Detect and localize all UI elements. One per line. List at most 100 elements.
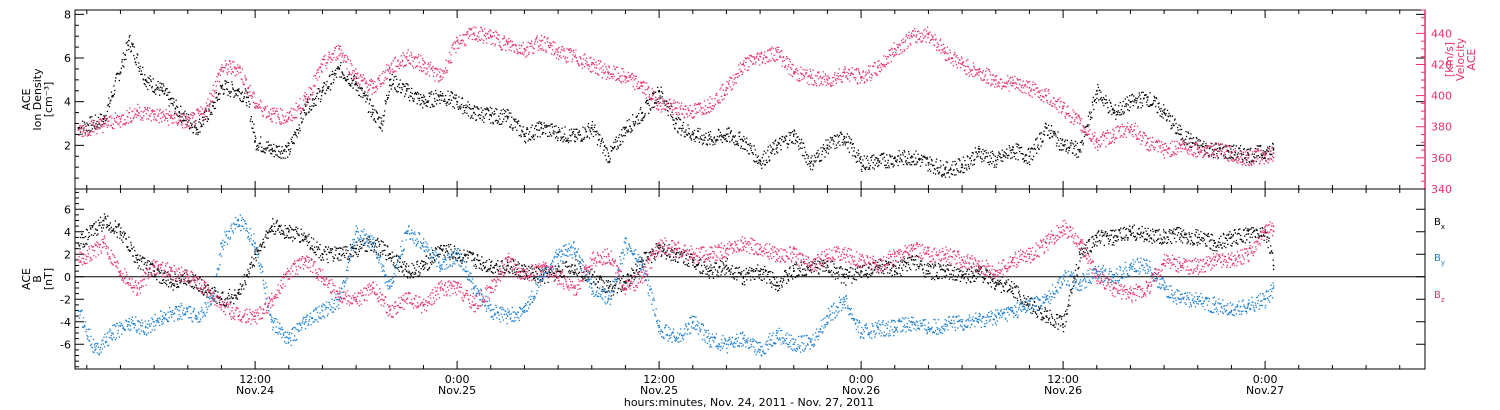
data-point bbox=[523, 48, 526, 50]
data-point bbox=[405, 89, 408, 92]
data-point bbox=[910, 155, 913, 158]
data-point bbox=[304, 236, 307, 239]
data-point bbox=[910, 247, 913, 250]
data-point bbox=[944, 51, 947, 53]
data-point bbox=[1095, 270, 1098, 272]
y-axis-title-line: Ion Density bbox=[31, 68, 44, 131]
data-point bbox=[978, 151, 980, 153]
data-point bbox=[759, 349, 761, 351]
data-point bbox=[792, 253, 795, 256]
data-point bbox=[119, 118, 122, 120]
data-point bbox=[557, 270, 559, 272]
data-point bbox=[826, 253, 829, 256]
data-point bbox=[338, 292, 341, 295]
x-tick-label-date: Nov.26 bbox=[1044, 384, 1082, 397]
data-point bbox=[237, 66, 240, 69]
data-point bbox=[826, 144, 829, 147]
data-point bbox=[675, 122, 677, 125]
data-point bbox=[809, 76, 812, 78]
data-point bbox=[489, 35, 492, 38]
data-point bbox=[927, 326, 930, 329]
data-point bbox=[691, 110, 694, 112]
data-point bbox=[136, 287, 139, 289]
data-point bbox=[321, 89, 324, 92]
data-point bbox=[574, 55, 576, 58]
data-point bbox=[388, 79, 391, 81]
data-point bbox=[489, 113, 492, 116]
data-point bbox=[860, 76, 862, 78]
data-point bbox=[826, 79, 829, 81]
data-point bbox=[860, 259, 862, 261]
data-point bbox=[574, 264, 576, 267]
data-point bbox=[691, 133, 694, 136]
data-point bbox=[725, 133, 728, 136]
data-point bbox=[809, 264, 812, 267]
data-point bbox=[523, 309, 526, 312]
data-point bbox=[254, 253, 256, 256]
data-point bbox=[1045, 298, 1048, 301]
legend-entry: Bz bbox=[1434, 290, 1445, 304]
data-point bbox=[161, 89, 164, 92]
data-point bbox=[1196, 236, 1199, 239]
data-point bbox=[144, 79, 147, 81]
data-point bbox=[624, 287, 627, 289]
data-point bbox=[1163, 287, 1165, 289]
data-point bbox=[1272, 264, 1275, 267]
y-tick-label: -2 bbox=[60, 293, 71, 306]
data-point bbox=[136, 110, 139, 112]
data-point bbox=[860, 270, 862, 272]
data-point bbox=[338, 298, 341, 301]
data-point bbox=[195, 315, 197, 317]
data-point bbox=[792, 270, 795, 272]
data-point bbox=[708, 270, 711, 272]
data-point bbox=[1213, 149, 1216, 151]
data-point bbox=[405, 298, 408, 301]
data-point bbox=[961, 320, 963, 323]
data-point bbox=[1180, 264, 1182, 267]
data-point bbox=[212, 105, 214, 107]
data-point bbox=[203, 287, 206, 289]
data-point bbox=[456, 253, 458, 256]
data-point bbox=[456, 100, 458, 103]
data-point bbox=[254, 102, 256, 105]
data-point bbox=[287, 116, 290, 119]
x-tick-label-time: 0:00 bbox=[445, 373, 470, 386]
data-point bbox=[742, 242, 745, 244]
data-point bbox=[675, 337, 677, 340]
data-point bbox=[708, 337, 711, 340]
data-point bbox=[1180, 144, 1182, 147]
data-point bbox=[1028, 253, 1031, 256]
data-point bbox=[506, 259, 509, 261]
y-axis-title-line: ACE bbox=[20, 268, 33, 290]
data-point bbox=[1272, 225, 1275, 227]
y-tick-label: 4 bbox=[64, 96, 71, 109]
data-point bbox=[893, 157, 896, 160]
data-point bbox=[860, 162, 862, 164]
series-1-1 bbox=[77, 214, 1275, 357]
y-tick-label: 8 bbox=[64, 8, 71, 21]
data-point bbox=[94, 349, 96, 351]
series-1-2 bbox=[77, 219, 1275, 325]
data-point bbox=[271, 225, 273, 227]
data-point bbox=[220, 66, 223, 69]
data-point bbox=[439, 94, 442, 96]
data-point bbox=[742, 337, 745, 340]
data-point bbox=[287, 337, 290, 340]
data-point bbox=[422, 242, 425, 244]
data-point bbox=[574, 287, 576, 289]
data-point bbox=[893, 253, 896, 256]
data-point bbox=[557, 275, 559, 278]
data-point bbox=[1095, 89, 1098, 92]
data-point bbox=[380, 122, 383, 125]
data-point bbox=[557, 51, 559, 53]
data-point bbox=[1129, 125, 1132, 128]
data-point bbox=[877, 264, 879, 267]
data-point bbox=[843, 71, 846, 74]
data-point bbox=[607, 287, 610, 289]
data-point bbox=[1247, 233, 1250, 235]
data-point bbox=[372, 242, 374, 244]
data-point bbox=[321, 63, 324, 66]
data-point bbox=[439, 247, 442, 250]
data-point bbox=[355, 247, 357, 250]
data-point bbox=[473, 259, 475, 261]
